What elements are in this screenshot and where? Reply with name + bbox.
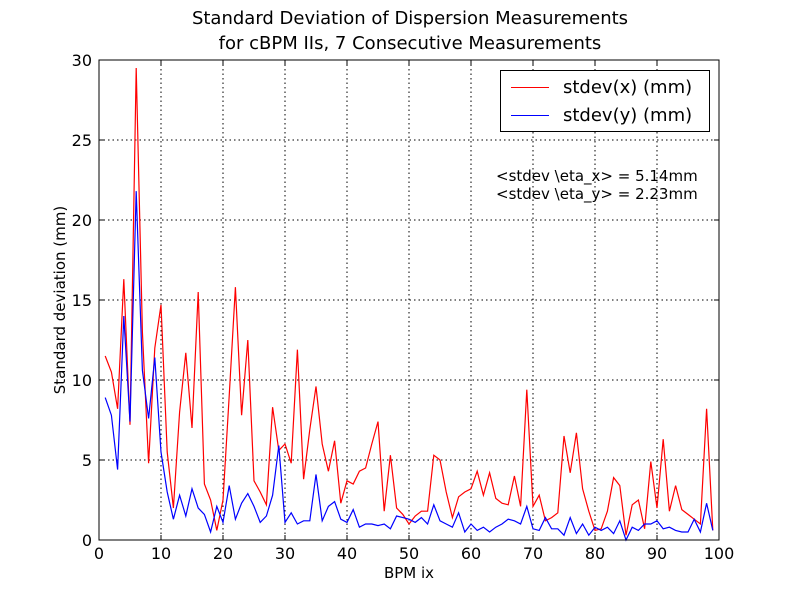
- y-tick-label: 15: [72, 291, 92, 310]
- x-tick-label: 70: [523, 544, 543, 563]
- x-tick-label: 30: [275, 544, 295, 563]
- series-line-y: [104, 191, 714, 542]
- chart-title-line-2: for cBPM IIs, 7 Consecutive Measurements: [218, 33, 602, 54]
- legend-swatch-x: [511, 86, 549, 88]
- x-tick-label: 50: [399, 544, 419, 563]
- x-axis-label: BPM ix: [384, 564, 434, 582]
- legend-item-x: stdev(x) (mm): [511, 74, 692, 100]
- chart-title-line-1: Standard Deviation of Dispersion Measure…: [191, 8, 629, 29]
- y-tick-label: 25: [72, 131, 92, 150]
- annotation-eta-y: <stdev \eta_y> = 2.23mm: [496, 185, 698, 203]
- y-tick-label: 20: [72, 211, 92, 230]
- y-tick-label: 0: [82, 531, 92, 550]
- x-tick-label: 20: [213, 544, 233, 563]
- x-tick-label: 40: [337, 544, 357, 563]
- series-line-x: [104, 67, 714, 536]
- legend-item-y: stdev(y) (mm): [511, 102, 692, 128]
- x-tick-label: 90: [647, 544, 667, 563]
- legend-label-y: stdev(y) (mm): [563, 104, 693, 126]
- x-tick-label: 80: [585, 544, 605, 563]
- legend-swatch-y: [511, 114, 549, 116]
- chart-legend: stdev(x) (mm) stdev(y) (mm): [500, 70, 710, 132]
- x-tick-label: 100: [704, 544, 735, 563]
- x-tick-label: 10: [151, 544, 171, 563]
- y-tick-label: 10: [72, 371, 92, 390]
- annotation-eta-x: <stdev \eta_x> = 5.14mm: [496, 167, 698, 185]
- x-tick-label: 0: [94, 544, 104, 563]
- y-axis-label: Standard deviation (mm): [51, 206, 69, 394]
- x-tick-label: 60: [461, 544, 481, 563]
- legend-label-x: stdev(x) (mm): [563, 76, 693, 98]
- y-tick-label: 30: [72, 51, 92, 70]
- y-tick-label: 5: [82, 451, 92, 470]
